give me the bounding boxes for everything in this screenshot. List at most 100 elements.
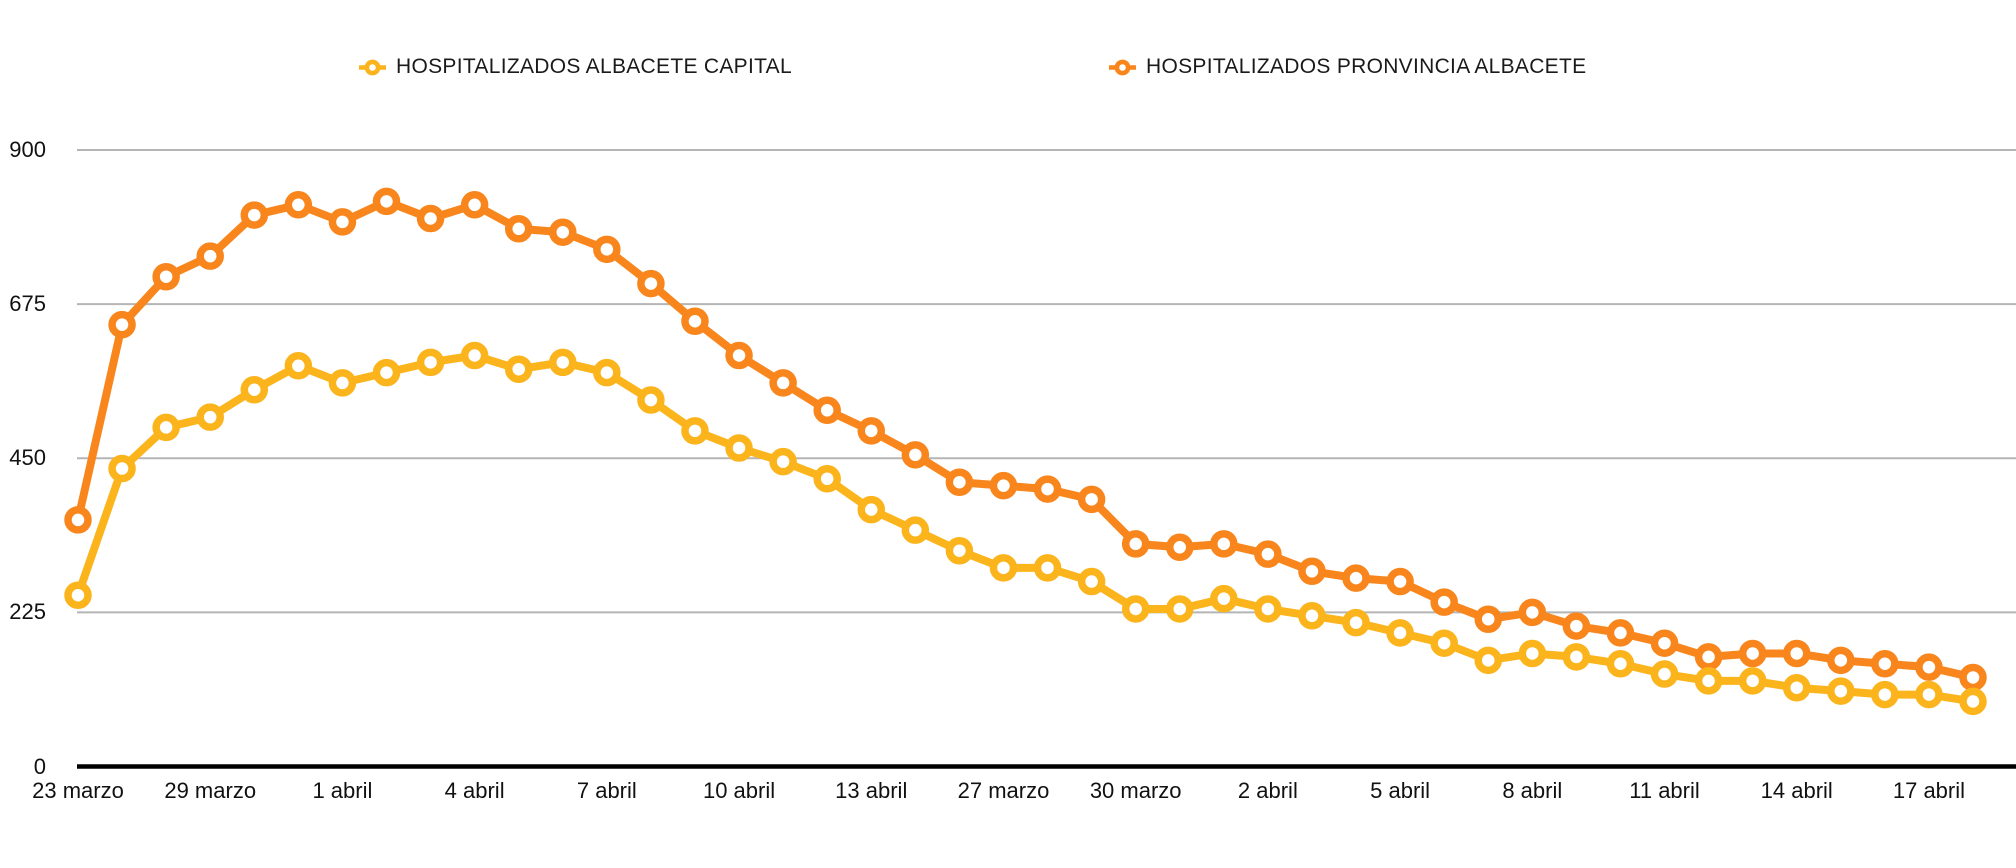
data-point-marker [593,235,621,264]
x-tick-label: 17 abril [1892,778,1966,803]
data-point-marker [1121,530,1150,558]
x-tick-label: 2 abril [1237,778,1298,803]
legend-item-provincia: HOSPITALIZADOS PRONVINCIA ALBACETE [1109,54,1586,80]
data-point-marker [1386,567,1414,596]
x-tick-label: 30 marzo [1089,778,1182,803]
data-point-marker [1782,673,1811,702]
legend-label-provincia: HOSPITALIZADOS PRONVINCIA ALBACETE [1146,55,1587,78]
data-point-marker [1298,557,1326,586]
data-point-marker [240,201,269,229]
data-point-marker [1210,530,1238,558]
data-point-marker [328,369,357,397]
data-point-marker [989,554,1018,582]
data-point-marker [1430,629,1458,657]
data-point-marker [1254,595,1282,623]
data-point-marker [284,191,313,219]
data-point-marker [549,218,577,246]
y-tick-label: 0 [33,753,46,779]
y-tick-label: 225 [9,599,46,625]
data-point-marker [945,468,974,496]
data-point-marker [1077,485,1106,514]
data-point-marker [681,417,709,445]
data-point-marker [901,516,930,544]
data-point-marker [1738,639,1767,668]
x-tick-label: 4 abril [444,778,505,803]
data-point-marker [504,355,533,383]
data-point-marker [1077,567,1106,596]
x-tick-label: 29 marzo [164,778,257,803]
data-point-marker [549,348,577,377]
data-point-marker [64,506,92,534]
x-tick-label: 27 marzo [957,778,1050,803]
data-point-marker [1386,619,1414,647]
legend-item-capital: HOSPITALIZADOS ALBACETE CAPITAL [359,54,792,80]
data-point-marker [240,376,269,404]
x-tick-label: 5 abril [1370,778,1431,803]
x-tick-label: 11 abril [1629,778,1700,803]
data-point-marker [857,495,886,524]
data-point-marker [1694,667,1723,695]
data-point-marker [1342,608,1370,637]
x-tick-label: 8 abril [1502,778,1563,803]
data-point-marker [152,413,180,442]
data-point-marker [64,581,92,609]
data-point-marker [1915,653,1943,681]
data-point-marker [681,307,709,335]
data-point-marker [1915,680,1943,709]
data-point-marker [1827,646,1855,675]
data-point-marker [1518,639,1547,668]
y-tick-label: 450 [9,445,46,471]
data-point-marker [1738,667,1767,695]
data-point-marker [1827,677,1855,705]
data-point-marker [1694,643,1723,671]
data-point-marker [1254,540,1282,568]
data-point-marker [1210,584,1238,613]
data-point-marker [1606,619,1635,647]
data-point-marker [725,341,753,370]
data-point-marker [1959,687,1987,716]
x-tick-label: 23 marzo [32,778,124,803]
x-tick-label: 13 abril [835,778,908,803]
data-point-marker [108,454,136,483]
data-point-marker [945,536,974,565]
data-point-marker [989,471,1018,500]
data-point-marker [1871,650,1899,678]
x-tick-label: 1 abril [312,778,373,803]
data-point-marker [1562,643,1591,671]
x-tick-label: 7 abril [576,778,637,803]
data-point-marker [152,262,180,291]
data-point-marker [813,396,841,425]
data-point-marker [593,358,621,387]
data-point-marker [769,447,797,476]
data-point-marker [1166,533,1194,562]
y-tick-label: 675 [9,291,46,317]
data-point-marker [284,352,313,380]
data-point-marker [196,242,224,270]
data-point-marker [1166,595,1194,623]
data-point-marker [857,417,886,445]
data-point-marker [637,269,665,298]
data-point-marker [1518,598,1547,627]
data-point-marker [901,441,930,469]
data-point-marker [460,191,489,219]
data-point-marker [1650,629,1679,657]
data-point-marker [1474,646,1502,675]
legend-label-capital: HOSPITALIZADOS ALBACETE CAPITAL [396,55,792,78]
data-point-marker [637,386,665,414]
data-point-marker [1033,475,1062,503]
data-point-marker [725,434,753,462]
data-point-marker [1342,564,1370,592]
data-point-marker [1430,588,1458,616]
data-point-marker [1474,605,1502,633]
x-tick-label: 14 abril [1760,778,1833,803]
data-point-marker [1959,663,1987,692]
data-point-marker [416,348,445,377]
data-point-marker [1782,639,1811,668]
data-point-marker [416,204,445,233]
data-point-marker [108,310,136,339]
data-point-marker [372,187,401,216]
legend-marker-capital-icon [359,59,386,75]
data-point-marker [1606,650,1635,678]
